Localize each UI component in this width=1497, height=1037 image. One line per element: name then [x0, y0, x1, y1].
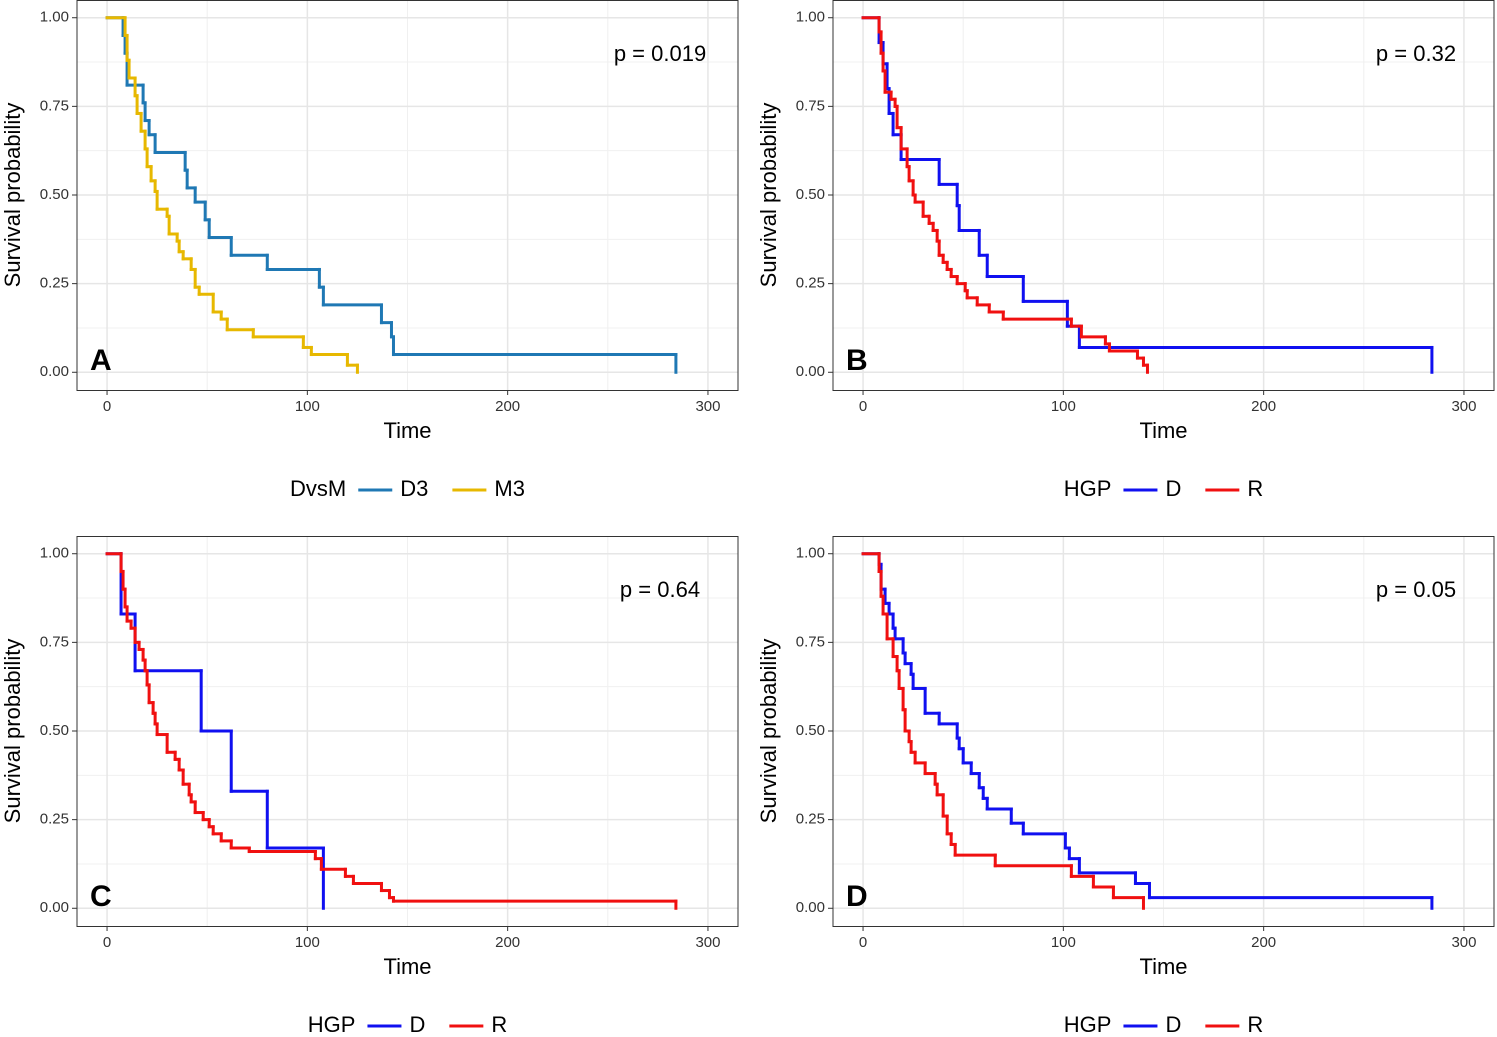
y-tick-label: 1.00	[40, 545, 69, 562]
x-tick-label: 300	[1451, 934, 1476, 951]
legend: DvsM D3 M3	[290, 476, 525, 501]
y-tick-label: 0.75	[796, 633, 825, 650]
y-tick-label: 0.00	[40, 899, 69, 916]
legend-label: D3	[400, 476, 428, 501]
plot-border	[832, 536, 1495, 927]
y-axis-title: Survival probability	[756, 639, 781, 824]
x-axis-title: Time	[383, 954, 431, 979]
legend: HGP D R	[1064, 476, 1263, 501]
y-tick-label: 0.75	[40, 633, 69, 650]
panel: 0 100 200 300 0.00 0.25 0.50 0.75 1.00 p = 0.019 A…	[0, 0, 739, 501]
panel-label: C	[90, 880, 112, 913]
legend: HGP D R	[1064, 1012, 1263, 1037]
x-tick-label: 0	[103, 934, 111, 951]
legend-label: R	[491, 1012, 507, 1037]
y-tick-label: 0.25	[796, 275, 825, 292]
legend-label: M3	[494, 476, 525, 501]
annotation: p = 0.019	[614, 41, 706, 66]
annotation: p = 0.05	[1376, 577, 1456, 602]
x-tick-label: 300	[1451, 398, 1476, 415]
panel-label: B	[846, 344, 868, 377]
x-tick-label: 300	[695, 398, 720, 415]
legend: HGP D R	[308, 1012, 507, 1037]
y-axis-title: Survival probability	[756, 103, 781, 288]
x-axis-title: Time	[1139, 954, 1187, 979]
y-tick-label: 1.00	[796, 545, 825, 562]
y-tick-label: 0.00	[796, 899, 825, 916]
x-tick-label: 100	[295, 934, 320, 951]
y-tick-label: 0.50	[40, 722, 69, 739]
plot-border	[76, 536, 739, 927]
legend-title: HGP	[1064, 476, 1112, 501]
y-tick-label: 0.50	[796, 186, 825, 203]
y-tick-label: 0.50	[40, 186, 69, 203]
y-tick-label: 0.00	[796, 363, 825, 380]
legend-title: HGP	[308, 1012, 356, 1037]
x-tick-label: 200	[1251, 934, 1276, 951]
legend-title: HGP	[1064, 1012, 1112, 1037]
y-tick-label: 0.50	[796, 722, 825, 739]
annotation: p = 0.32	[1376, 41, 1456, 66]
x-tick-label: 300	[695, 934, 720, 951]
plot-border	[76, 0, 739, 391]
x-axis-title: Time	[1139, 418, 1187, 443]
x-tick-label: 100	[295, 398, 320, 415]
x-tick-label: 0	[103, 398, 111, 415]
x-tick-label: 100	[1051, 398, 1076, 415]
y-axis-title: Survival probability	[0, 103, 25, 288]
x-tick-label: 0	[859, 934, 867, 951]
y-tick-label: 0.25	[40, 275, 69, 292]
y-tick-label: 1.00	[40, 9, 69, 26]
panel: 0 100 200 300 0.00 0.25 0.50 0.75 1.00 p = 0.05 D T…	[756, 536, 1495, 1037]
y-tick-label: 0.25	[40, 811, 69, 828]
y-axis-title: Survival probability	[0, 639, 25, 824]
legend-label: D	[409, 1012, 425, 1037]
annotation: p = 0.64	[620, 577, 700, 602]
x-tick-label: 200	[1251, 398, 1276, 415]
x-axis-title: Time	[383, 418, 431, 443]
panel-label: A	[90, 344, 112, 377]
legend-label: D	[1165, 476, 1181, 501]
plot-border	[832, 0, 1495, 391]
legend-label: D	[1165, 1012, 1181, 1037]
y-tick-label: 0.75	[796, 97, 825, 114]
y-tick-label: 0.75	[40, 97, 69, 114]
x-tick-label: 0	[859, 398, 867, 415]
y-tick-label: 0.25	[796, 811, 825, 828]
x-tick-label: 200	[495, 934, 520, 951]
y-tick-label: 0.00	[40, 363, 69, 380]
panel: 0 100 200 300 0.00 0.25 0.50 0.75 1.00 p = 0.32 B T…	[756, 0, 1495, 501]
panel-label: D	[846, 880, 868, 913]
legend-title: DvsM	[290, 476, 346, 501]
x-tick-label: 100	[1051, 934, 1076, 951]
y-tick-label: 1.00	[796, 9, 825, 26]
panel: 0 100 200 300 0.00 0.25 0.50 0.75 1.00 p = 0.64 C T…	[0, 536, 739, 1037]
legend-label: R	[1247, 1012, 1263, 1037]
legend-label: R	[1247, 476, 1263, 501]
x-tick-label: 200	[495, 398, 520, 415]
